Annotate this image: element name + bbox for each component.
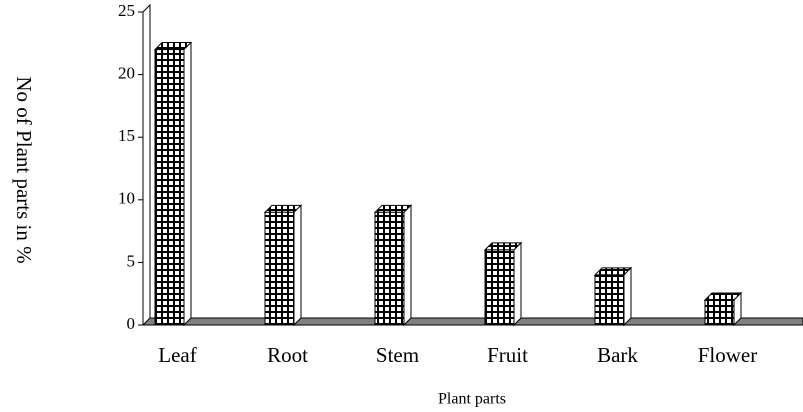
- x-axis-label: Plant parts: [438, 391, 506, 408]
- bar: [264, 211, 295, 326]
- x-tick-label: Root: [267, 343, 308, 367]
- bar-side: [403, 204, 412, 327]
- x-tick-label: Flower: [698, 343, 758, 367]
- bar: [374, 211, 405, 326]
- bar: [154, 49, 185, 326]
- y-tick-label: 25: [118, 1, 135, 20]
- bar-side: [623, 266, 632, 327]
- x-tick-label: Fruit: [487, 343, 528, 367]
- y-tick-label: 20: [118, 64, 135, 83]
- bar-side: [513, 241, 522, 327]
- bar-side: [183, 41, 192, 327]
- y-tick-label: 10: [118, 189, 135, 208]
- y-tick-label: 0: [127, 314, 136, 333]
- bar-side: [293, 204, 302, 327]
- y-tick-label: 15: [118, 126, 135, 145]
- bar: [704, 299, 735, 326]
- bar: [484, 249, 515, 326]
- x-tick-label: Leaf: [158, 343, 196, 367]
- back-wall: [142, 3, 151, 318]
- y-tick-label: 5: [127, 251, 136, 270]
- x-tick-label: Bark: [597, 343, 638, 367]
- floor: [141, 317, 803, 326]
- y-axis-label: No of Plant parts in %: [12, 76, 36, 263]
- x-tick-label: Stem: [376, 343, 419, 367]
- bar: [594, 274, 625, 326]
